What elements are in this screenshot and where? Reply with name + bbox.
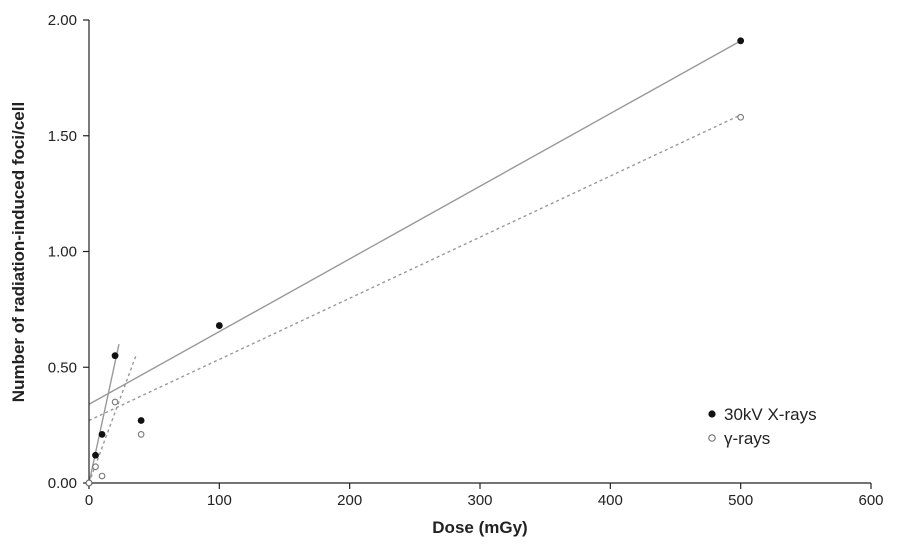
legend-label-x-rays: 30kV X-rays: [724, 405, 817, 424]
fit-line-gamma-rays: [88, 355, 137, 484]
data-point-x-rays: [737, 37, 745, 45]
y-tick-label: 1.50: [48, 128, 77, 145]
x-tick-label: 500: [728, 492, 753, 509]
data-point-gamma-rays: [111, 398, 119, 406]
y-tick-label: 0.00: [48, 475, 77, 492]
x-tick-label: 300: [467, 492, 492, 509]
data-point-gamma-rays: [85, 479, 93, 487]
legend-label-gamma-rays: γ-rays: [724, 429, 770, 448]
x-tick-label: 600: [858, 492, 883, 509]
y-tick-label: 1.00: [48, 244, 77, 261]
x-axis-title: Dose (mGy): [432, 518, 527, 537]
data-point-gamma-rays: [92, 463, 99, 471]
y-tick-label: 2.00: [48, 12, 77, 29]
x-tick-label: 400: [598, 492, 623, 509]
legend: 30kV X-rays γ-rays: [708, 405, 817, 448]
data-point-x-rays: [111, 352, 119, 360]
data-points: [85, 37, 745, 487]
y-axis-title: Number of radiation-induced foci/cell: [9, 102, 28, 402]
y-ticks: 0.00 0.50 1.00 1.50 2.00: [48, 12, 89, 492]
data-point-x-rays: [215, 322, 223, 329]
fit-line-x-rays: [88, 40, 742, 405]
data-point-gamma-rays: [137, 431, 145, 438]
data-point-gamma-rays: [737, 113, 745, 121]
legend-marker-gamma-rays: [708, 434, 716, 442]
fit-lines: [88, 40, 742, 484]
data-point-x-rays: [137, 417, 145, 424]
data-point-x-rays: [98, 430, 106, 438]
x-ticks: 0 100 200 300 400 500 600: [85, 483, 884, 509]
x-tick-label: 100: [207, 492, 232, 509]
x-tick-label: 0: [85, 492, 93, 509]
legend-marker-x-rays: [708, 410, 716, 418]
x-tick-label: 200: [337, 492, 362, 509]
data-point-x-rays: [92, 451, 99, 459]
fit-line-gamma-rays: [88, 114, 741, 422]
y-tick-label: 0.50: [48, 359, 77, 376]
data-point-gamma-rays: [98, 472, 106, 480]
fit-line-x-rays: [88, 343, 120, 484]
